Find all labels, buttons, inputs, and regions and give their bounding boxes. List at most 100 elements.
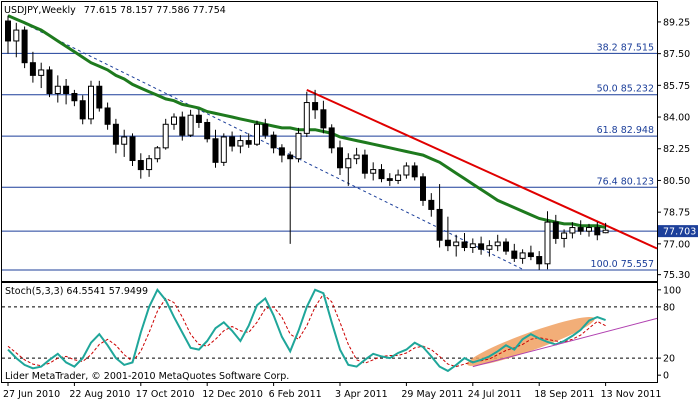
stoch-main-line [7,287,606,373]
candle-bear [478,243,485,250]
candle-bear [386,178,393,181]
resistance-trend-line [306,88,658,250]
fib-level-label: 61.8 82.948 [597,125,654,136]
candle-bull [494,241,501,247]
stoch-y-tick-label: 20 [663,354,675,365]
candle-bull [602,229,609,234]
candle-bear [179,116,186,136]
candle-bull [544,221,551,265]
candle-bear [577,227,584,232]
fib-level-label: 76.4 80.123 [597,176,654,187]
last-price-label: 77.703 [663,227,696,238]
stoch-panel: 0 20 80 100 Stoch(5,3,3) 64.5541 57.9499 Li… [1,282,681,383]
candle-bear [96,85,103,109]
candle-bear [245,140,252,145]
chart-title: USDJPY,Weekly 77.615 78.157 77.586 77.75… [4,5,226,16]
candle-bull [519,252,526,259]
candle-bear [312,102,319,111]
candle-bull [237,140,244,147]
candle-bull [162,123,169,149]
candle-bull [395,174,402,181]
stoch-y-tick-label: 0 [663,371,669,382]
candle-bull [254,123,260,145]
candle-bull [295,132,302,160]
candle-bear [420,176,426,201]
candle-bear [46,69,53,94]
y-tick-label: 78.75 [663,208,690,219]
x-tick-label: 13 Nov 2011 [601,389,662,400]
candle-bear [337,147,343,169]
candle-bear [71,92,78,102]
candle-bull [561,232,568,239]
candle-bear [444,239,451,247]
candle-bull [303,102,310,134]
candle-bear [536,256,543,265]
candle-bull [453,241,460,247]
candle-bear [378,169,385,180]
candle-bear [29,62,36,76]
last-price-tag: 77.703 [658,225,698,238]
x-tick-label: 18 Sep 2011 [534,389,594,400]
stoch-y-tick-label: 80 [663,302,675,313]
candle-bear [361,154,368,174]
stoch-y-tick-label: 100 [663,285,681,296]
y-tick-label: 84.00 [663,113,690,124]
candle-bear [436,208,443,241]
candle-bull [146,158,153,171]
candle-bull [171,116,177,125]
symbol-label: USDJPY,Weekly [4,5,76,16]
candle-bear [262,123,269,136]
candle-bull [586,227,592,232]
candle-bear [527,252,534,258]
stoch-title: Stoch(5,3,3) 64.5541 57.9499 [5,286,148,297]
y-tick-label: 85.75 [663,81,690,92]
candle-bull [486,245,493,250]
candle-bull [54,85,61,94]
candle-bull [403,165,410,176]
candle-bear [79,100,86,120]
candle-bull [469,243,476,248]
candlesticks [5,15,609,270]
stoch-y-axis: 0 20 80 100 [657,285,681,382]
candle-bear [511,250,518,259]
fib-levels: 38.2 87.515 50.0 85.232 61.8 82.948 76.4 80… [2,42,657,271]
candle-bull [121,136,128,145]
x-tick-label: 22 Aug 2010 [69,389,130,400]
price-panel: 38.2 87.515 50.0 85.232 61.8 82.948 76.4 80… [1,1,698,282]
candle-bull [353,154,360,160]
candle-bear [428,199,435,210]
candle-bear [5,20,11,42]
ohlc-quote: 77.615 78.157 77.586 77.754 [84,5,226,16]
candle-bear [287,154,294,160]
x-axis: 27 Jun 2010 22 Aug 2010 17 Oct 2010 12 Dec … [2,382,661,400]
x-tick-label: 12 Dec 2010 [202,389,263,400]
candle-bear [552,221,559,239]
y-tick-label: 82.25 [663,144,690,155]
y-tick-label: 89.25 [663,17,690,28]
x-tick-label: 27 Jun 2010 [3,389,60,400]
candle-bull [13,29,20,42]
candle-bear [104,107,111,125]
candle-bear [461,241,468,248]
stoch-trendline [472,317,658,368]
candle-bear [112,123,119,145]
y-tick-label: 75.30 [663,270,690,281]
candle-bear [328,127,335,149]
candle-bear [411,165,418,178]
x-tick-label: 3 Apr 2011 [335,389,388,400]
y-tick-label: 77.00 [663,239,690,250]
candle-bear [195,114,202,123]
stoch-trend-line [472,317,658,368]
y-tick-label: 80.50 [663,176,690,187]
candle-bull [154,147,161,160]
stoch-levels [2,306,657,359]
candle-bear [594,227,601,236]
candle-bear [129,136,136,162]
candle-bear [229,136,236,147]
candle-bear [503,241,509,252]
candle-bear [320,109,327,129]
red-trendline [306,88,658,250]
x-tick-label: 17 Oct 2010 [136,389,195,400]
last-price-box [658,225,698,238]
fib-level-label: 38.2 87.515 [597,42,654,53]
